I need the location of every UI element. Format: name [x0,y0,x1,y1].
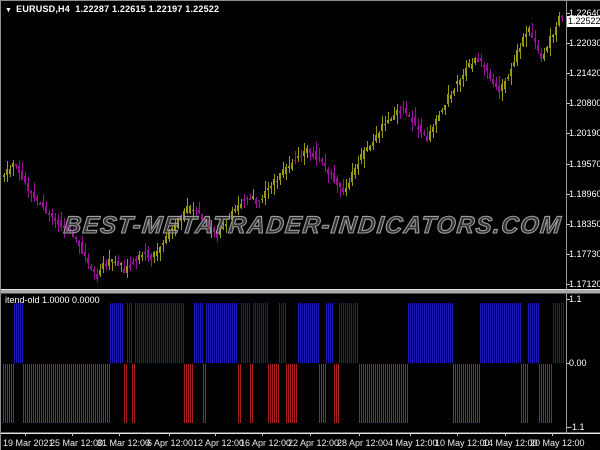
watermark-text: BEST-METATRADER-INDICATORS.COM [62,211,564,239]
time-axis-label: 16 Apr 12:00 [240,438,292,448]
current-price-box: 1.22522 [567,16,600,27]
price-axis-label: 1.19570 [569,158,600,169]
indicator-axis-label: 1.1 [569,294,582,304]
time-axis-label: 25 Mar 12:00 [50,438,104,448]
time-axis-label: 31 Mar 12:00 [97,438,151,448]
price-axis-label: 1.20190 [569,128,600,139]
indicator-axis-label: -1.1 [569,422,585,432]
time-axis-label: 6 Apr 12:00 [147,438,194,448]
indicator-name-label: itend-old 1.0000 0.0000 [5,295,100,305]
time-axis-label: 20 May 12:00 [530,438,585,448]
time-axis-label: 14 May 12:00 [483,438,538,448]
indicator-plot-area[interactable] [1,1,566,450]
price-axis-label: 1.20800 [569,98,600,109]
chart-plot-area[interactable] [1,1,566,289]
price-axis-border [566,1,567,434]
time-axis-label: 4 May 12:00 [388,438,438,448]
time-axis-label: 12 Apr 12:00 [193,438,245,448]
ohlc-values: 1.22287 1.22615 1.22197 1.22522 [75,4,220,14]
price-axis-label: 1.18350 [569,218,600,229]
time-axis-label: 22 Apr 12:00 [288,438,340,448]
symbol-period-label: EURUSD,H4 [16,4,70,14]
price-axis-label: 1.21420 [569,68,600,79]
indicator-axis-label: 0.00 [569,358,587,368]
time-axis-label: 10 May 12:00 [435,438,490,448]
price-axis-label: 1.18960 [569,188,600,199]
price-axis-label: 1.17730 [569,248,600,259]
price-axis-label: 1.22640 [569,8,600,18]
price-axis-label: 1.17120 [569,278,600,289]
chart-shift-marker-icon: ▼ [5,7,13,14]
time-axis-label: 19 Mar 2021 [3,438,54,448]
time-axis-label: 28 Apr 12:00 [337,438,389,448]
chart-header: ▼ EURUSD,H4 1.22287 1.22615 1.22197 1.225… [5,4,219,14]
time-axis-separator [1,432,600,434]
price-axis-label: 1.22030 [569,38,600,49]
panel-separator[interactable] [1,289,600,294]
